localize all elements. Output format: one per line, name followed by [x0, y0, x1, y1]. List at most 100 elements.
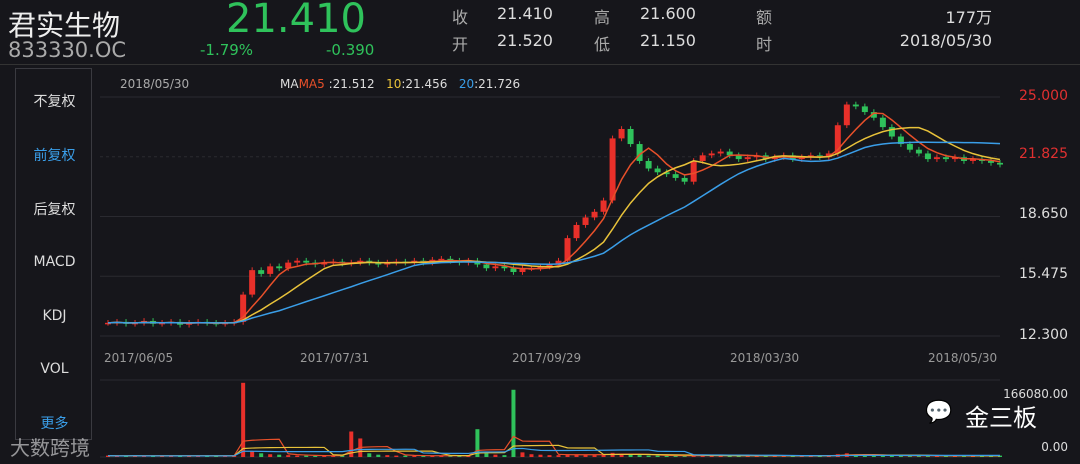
volume-bar: [295, 455, 300, 457]
volume-zero-tick: 0.00: [1041, 440, 1068, 454]
watermark-left: 大数跨境: [10, 436, 90, 460]
change-percent: -1.79%: [200, 41, 254, 59]
volume-bar: [556, 455, 561, 457]
sidebar-item-backward-adjust[interactable]: 后复权: [33, 202, 76, 218]
volume-bar: [241, 382, 246, 457]
candle: [690, 160, 697, 182]
cursor-date: 2018/05/30: [120, 77, 190, 91]
sidebar-item-more[interactable]: 更多: [40, 416, 69, 432]
candle: [726, 151, 733, 156]
volume-bar: [538, 454, 543, 457]
candle: [510, 268, 517, 273]
candle: [618, 128, 625, 139]
candle: [933, 157, 940, 160]
candle: [501, 266, 508, 269]
volume-bar: [574, 454, 579, 457]
candle: [942, 157, 949, 160]
close-value: 21.410: [497, 4, 553, 23]
candle: [600, 200, 607, 212]
sidebar-item-no-adjust[interactable]: 不复权: [33, 94, 76, 110]
volume-bar: [457, 455, 462, 457]
candle: [321, 262, 328, 265]
y-tick: 12.300: [1019, 327, 1068, 343]
volume-bar: [898, 455, 903, 457]
candle: [294, 260, 301, 263]
volume-bar: [304, 455, 309, 457]
open-label: 开: [452, 35, 469, 54]
candle: [951, 157, 958, 160]
volume-bar: [439, 455, 444, 457]
candle: [564, 238, 571, 261]
header-divider: [0, 64, 1080, 65]
ma5-value: :21.512: [328, 77, 375, 91]
candle: [843, 104, 850, 126]
volume-bar: [781, 455, 786, 457]
candle: [303, 260, 310, 263]
sidebar-item-vol[interactable]: VOL: [40, 361, 69, 377]
volume-bar: [880, 455, 885, 457]
volume-ma20-line: [107, 447, 1000, 457]
volume-bar: [682, 455, 687, 457]
volume-bar: [349, 431, 354, 457]
low-value: 21.150: [640, 31, 696, 50]
candle: [258, 270, 265, 274]
candle: [438, 258, 445, 261]
volume-bar: [502, 455, 507, 457]
volume-bar: [142, 456, 147, 457]
y-tick: 25.000: [1019, 88, 1068, 104]
stock-code: 833330.OC: [8, 38, 127, 62]
candle: [735, 155, 742, 160]
high-value: 21.600: [640, 4, 696, 23]
volume-bar: [529, 454, 534, 457]
indicator-sidebar: 不复权 前复权 后复权 MACD KDJ VOL 更多: [15, 68, 92, 440]
sidebar-item-kdj[interactable]: KDJ: [42, 308, 67, 324]
volume-bar: [889, 455, 894, 457]
volume-bar: [628, 454, 633, 457]
ma5-line: [107, 112, 1001, 324]
x-tick: 2017/06/05: [104, 351, 174, 365]
volume-bar: [484, 453, 489, 457]
volume-bar: [709, 455, 714, 457]
volume-bar: [466, 455, 471, 457]
sidebar-item-macd[interactable]: MACD: [33, 254, 76, 270]
candle: [537, 266, 544, 269]
volume-bar: [520, 452, 525, 457]
volume-bar: [907, 455, 912, 457]
candle: [699, 155, 706, 161]
volume-bar: [385, 455, 390, 457]
volume-bar: [448, 455, 453, 457]
volume-bar: [871, 455, 876, 457]
volume-bar: [718, 455, 723, 457]
candle: [483, 264, 490, 269]
volume-bar: [106, 455, 110, 457]
y-tick: 18.650: [1019, 206, 1068, 222]
candle: [897, 136, 904, 145]
time-value: 2018/05/30: [899, 31, 992, 50]
volume-bar: [673, 455, 678, 457]
time-label: 时: [756, 35, 773, 54]
amount-label: 额: [756, 8, 773, 27]
stock-name: 君实生物: [8, 9, 121, 42]
volume-bar: [952, 455, 957, 457]
candle: [375, 262, 382, 265]
candle: [915, 149, 922, 154]
ma10-value: :21.456: [401, 77, 448, 91]
x-tick: 2018/05/30: [928, 351, 998, 365]
amount-value: 177万: [945, 8, 992, 27]
candle: [447, 258, 454, 261]
volume-bar: [619, 453, 624, 457]
volume-bar: [862, 455, 867, 457]
candle: [717, 151, 724, 154]
volume-bar: [340, 455, 345, 457]
volume-bar: [637, 455, 642, 457]
candle: [681, 177, 688, 182]
high-label: 高: [594, 8, 611, 27]
x-tick: 2018/03/30: [730, 351, 800, 365]
volume-bar: [916, 455, 921, 457]
sidebar-item-forward-adjust[interactable]: 前复权: [33, 148, 76, 164]
candle: [285, 262, 292, 269]
volume-bar: [934, 455, 939, 457]
volume-bar: [790, 455, 795, 457]
close-label: 收: [452, 8, 469, 27]
